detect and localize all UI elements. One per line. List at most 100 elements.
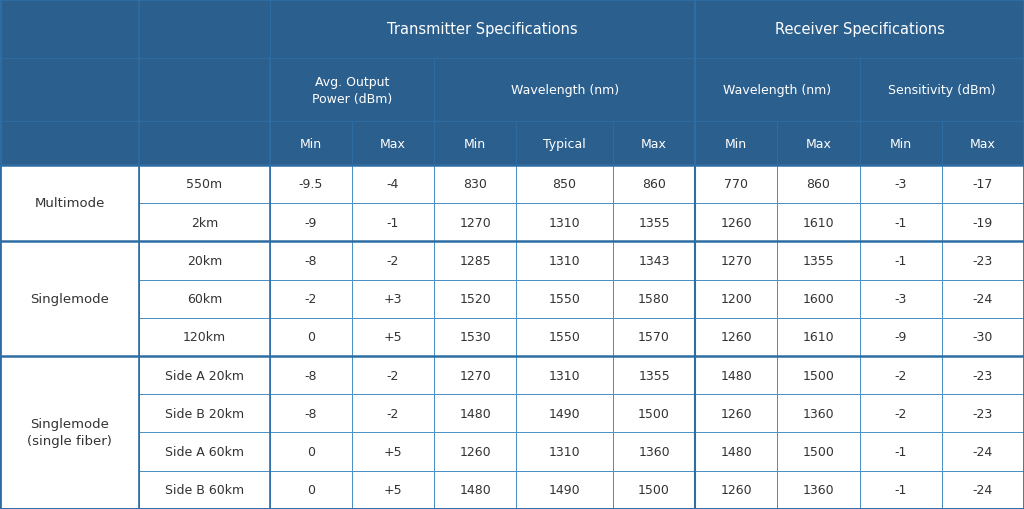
Text: 1580: 1580 — [638, 293, 670, 305]
Bar — [269, 204, 352, 242]
Bar — [0, 165, 139, 242]
Bar — [695, 318, 777, 356]
Text: -3: -3 — [895, 178, 907, 191]
Bar — [516, 122, 613, 165]
Text: 1260: 1260 — [721, 484, 752, 496]
Bar — [613, 280, 695, 318]
Text: -30: -30 — [973, 331, 993, 344]
Bar — [942, 356, 1024, 394]
Text: +3: +3 — [384, 293, 402, 305]
Bar — [352, 471, 434, 509]
Bar — [434, 122, 516, 165]
Bar — [859, 433, 942, 471]
Bar — [434, 433, 516, 471]
Bar — [352, 433, 434, 471]
Text: 1520: 1520 — [459, 293, 490, 305]
Bar — [695, 471, 777, 509]
Bar — [613, 165, 695, 204]
Bar — [269, 0, 695, 59]
Text: 1310: 1310 — [549, 216, 581, 229]
Text: 2km: 2km — [190, 216, 218, 229]
Bar — [942, 242, 1024, 280]
Text: 550m: 550m — [186, 178, 222, 191]
Bar — [139, 165, 269, 204]
Bar — [695, 165, 777, 204]
Bar — [0, 242, 139, 356]
Text: Side B 20km: Side B 20km — [165, 407, 244, 420]
Text: Max: Max — [970, 137, 995, 150]
Text: Max: Max — [380, 137, 406, 150]
Text: Sensitivity (dBm): Sensitivity (dBm) — [888, 84, 995, 97]
Text: 1600: 1600 — [803, 293, 835, 305]
Text: Multimode: Multimode — [35, 197, 104, 210]
Bar — [695, 433, 777, 471]
Text: +5: +5 — [384, 445, 402, 458]
Text: 1343: 1343 — [638, 254, 670, 267]
Bar — [777, 280, 859, 318]
Bar — [0, 59, 269, 122]
Bar — [695, 280, 777, 318]
Text: -23: -23 — [973, 254, 993, 267]
Bar — [859, 394, 942, 433]
Bar — [434, 165, 516, 204]
Bar — [516, 242, 613, 280]
Text: -1: -1 — [895, 484, 907, 496]
Bar — [269, 318, 352, 356]
Bar — [613, 318, 695, 356]
Text: 1260: 1260 — [721, 407, 752, 420]
Bar — [139, 433, 269, 471]
Bar — [859, 471, 942, 509]
Bar — [434, 280, 516, 318]
Bar — [352, 122, 434, 165]
Bar — [859, 165, 942, 204]
Text: -1: -1 — [387, 216, 399, 229]
Text: -9.5: -9.5 — [299, 178, 323, 191]
Text: 1610: 1610 — [803, 216, 835, 229]
Text: Wavelength (nm): Wavelength (nm) — [511, 84, 618, 97]
Text: -4: -4 — [387, 178, 399, 191]
Bar — [269, 394, 352, 433]
Bar — [269, 280, 352, 318]
Bar — [352, 280, 434, 318]
Text: -2: -2 — [304, 293, 316, 305]
Text: 1500: 1500 — [638, 484, 670, 496]
Text: Side B 60km: Side B 60km — [165, 484, 244, 496]
Bar — [352, 394, 434, 433]
Text: 1270: 1270 — [721, 254, 753, 267]
Text: 1270: 1270 — [459, 216, 490, 229]
Text: 20km: 20km — [186, 254, 222, 267]
Text: Min: Min — [725, 137, 748, 150]
Bar — [859, 318, 942, 356]
Text: 1360: 1360 — [803, 484, 835, 496]
Text: -9: -9 — [895, 331, 907, 344]
Text: 1500: 1500 — [638, 407, 670, 420]
Bar — [139, 242, 269, 280]
Bar — [695, 59, 859, 122]
Bar — [0, 122, 269, 165]
Text: 1490: 1490 — [549, 407, 581, 420]
Bar — [859, 356, 942, 394]
Text: 0: 0 — [307, 331, 314, 344]
Text: Max: Max — [641, 137, 667, 150]
Text: 1530: 1530 — [459, 331, 490, 344]
Text: 120km: 120km — [182, 331, 226, 344]
Text: 1490: 1490 — [549, 484, 581, 496]
Bar — [516, 165, 613, 204]
Bar — [434, 242, 516, 280]
Text: 1310: 1310 — [549, 445, 581, 458]
Text: 830: 830 — [463, 178, 487, 191]
Bar — [434, 318, 516, 356]
Text: Side A 60km: Side A 60km — [165, 445, 244, 458]
Text: +5: +5 — [384, 331, 402, 344]
Bar — [859, 204, 942, 242]
Bar — [859, 242, 942, 280]
Bar — [434, 59, 695, 122]
Bar — [777, 471, 859, 509]
Bar — [269, 122, 352, 165]
Text: 1260: 1260 — [721, 216, 752, 229]
Bar — [859, 280, 942, 318]
Bar — [695, 0, 1024, 59]
Text: 1360: 1360 — [638, 445, 670, 458]
Text: 860: 860 — [807, 178, 830, 191]
Text: -8: -8 — [304, 254, 317, 267]
